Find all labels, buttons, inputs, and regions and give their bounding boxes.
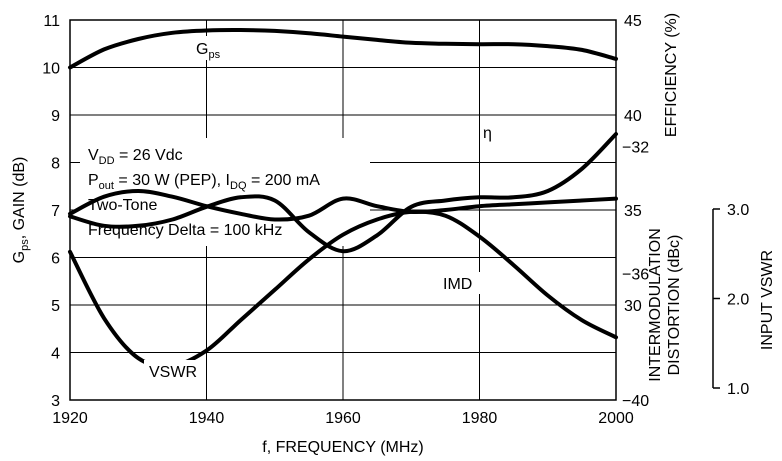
x-tick-label-0: 1920 (52, 410, 88, 427)
annotation-line-two-tone: Two-Tone (88, 197, 157, 214)
gps-label-background (190, 36, 230, 60)
left-axis-title-main: G (11, 251, 28, 263)
x-tick-label-1: 1940 (189, 410, 225, 427)
vswr-tick-label-2: 1.0 (727, 381, 749, 398)
left-axis-title-rest: , GAIN (dB) (11, 157, 28, 240)
x-axis-title: f, FREQUENCY (MHz) (262, 439, 423, 456)
x-tick-label-4: 2000 (598, 410, 634, 427)
annotation-line-frequency-delta: Frequency Delta = 100 kHz (88, 222, 282, 239)
annotation-idq-value: = 200 mA (247, 172, 321, 189)
imd-tick-label-1: −36 (622, 266, 649, 283)
annotation-pout-value: = 30 W (PEP), I (114, 172, 230, 189)
vswr-tick-label-0: 3.0 (727, 202, 749, 219)
gps-curve-label-main: G (196, 41, 208, 58)
annotation-vdd-value: = 26 Vdc (115, 147, 183, 164)
curve-efficiency (68, 189, 618, 222)
left-tick-label-4: 7 (51, 203, 60, 220)
curves (68, 27, 618, 369)
left-tick-label-8: 11 (43, 13, 60, 30)
x-tick-label-3: 1980 (462, 410, 498, 427)
annotation-idq-subscript: DQ (230, 180, 247, 192)
left-tick-label-1: 4 (51, 346, 60, 363)
imd-label-background (438, 272, 484, 294)
imd-axis-title-line1: INTERMODULATION (647, 228, 664, 381)
left-tick-label-0: 3 (51, 393, 60, 410)
vswr-scale: 3.0 2.0 1.0 (712, 202, 749, 398)
curve-gps (68, 27, 618, 70)
annotation-vdd-subscript: DD (99, 155, 115, 167)
left-tick-label-5: 8 (51, 156, 60, 173)
efficiency-tick-label-3: 30 (624, 298, 642, 315)
x-tick-label-2: 1960 (325, 410, 361, 427)
efficiency-curve-label: η (483, 125, 492, 142)
left-axis-title-sub: ps (19, 239, 31, 251)
imd-axis-title-line2: DISTORTION (dBc) (666, 235, 683, 376)
imd-tick-label-0: −32 (622, 140, 649, 157)
left-tick-label-2: 5 (51, 298, 60, 315)
efficiency-tick-label-1: 40 (624, 108, 642, 125)
annotation-vdd-symbol: V (88, 147, 99, 164)
curve-imd (68, 132, 618, 254)
vswr-label-background (144, 360, 204, 382)
imd-curve-label: IMD (443, 276, 472, 293)
left-axis-title: Gps, GAIN (dB) (11, 157, 31, 264)
vswr-tick-label-1: 2.0 (727, 292, 749, 309)
annotation-pout-symbol: P (88, 172, 99, 189)
imd-tick-label-2: −40 (622, 393, 649, 410)
vswr-axis-title: INPUT VSWR (759, 250, 776, 350)
left-tick-label-7: 10 (42, 61, 60, 78)
left-tick-label-6: 9 (51, 108, 60, 125)
efficiency-tick-label-2: 35 (624, 203, 642, 220)
vswr-curve-label: VSWR (149, 364, 197, 381)
left-tick-label-3: 6 (51, 251, 60, 268)
annotation-line-pout: Pout = 30 W (PEP), IDQ = 200 mA (88, 172, 320, 192)
gps-curve-label-sub: ps (208, 49, 220, 61)
gps-curve-label: Gps (196, 41, 221, 61)
annotation-pout-subscript: out (99, 180, 114, 192)
plot-frame (69, 19, 617, 401)
annotation-line-vdd: VDD = 26 Vdc (88, 147, 183, 167)
efficiency-tick-label-0: 45 (624, 13, 642, 30)
efficiency-axis-title: EFFICIENCY (%) (663, 13, 680, 137)
